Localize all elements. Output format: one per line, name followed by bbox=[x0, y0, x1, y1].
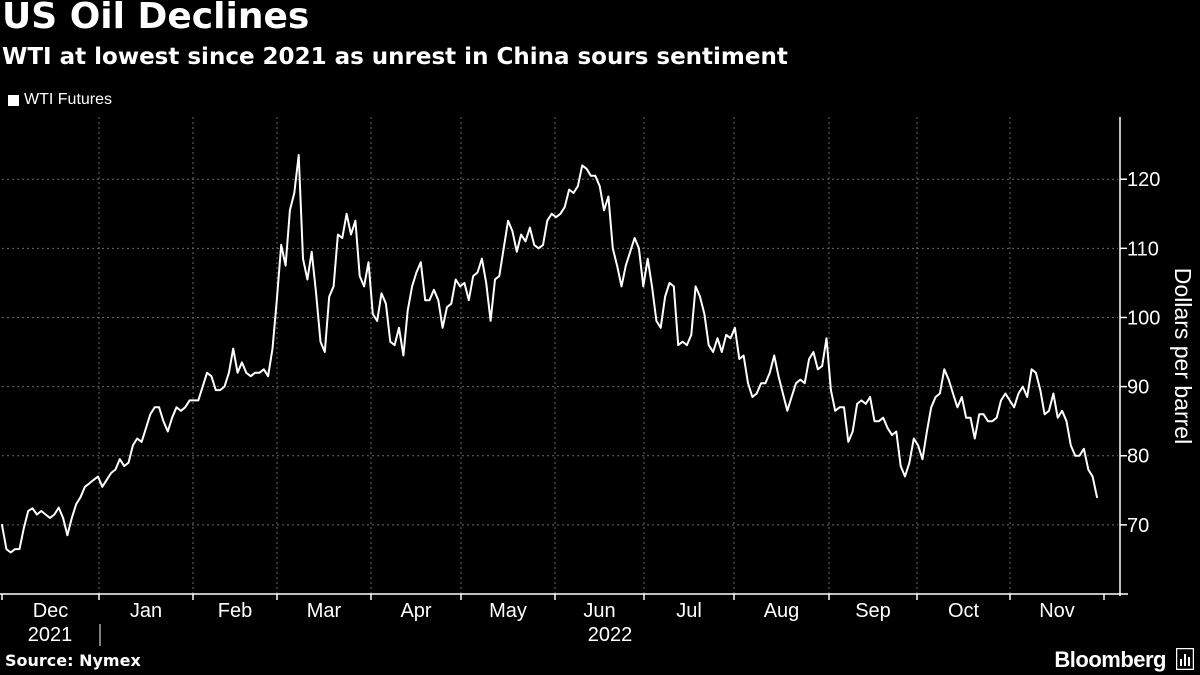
y-tick-label: 70 bbox=[1127, 515, 1149, 537]
x-tick-label: Jan bbox=[130, 600, 162, 622]
x-tick-label: Oct bbox=[948, 600, 980, 622]
series-line-wti-futures bbox=[1, 154, 1098, 554]
x-tick-label: Aug bbox=[764, 600, 800, 622]
chart-subtitle: WTI at lowest since 2021 as unrest in Ch… bbox=[2, 44, 788, 70]
year-label: 2022 bbox=[588, 624, 633, 646]
legend: WTI Futures bbox=[8, 91, 112, 109]
x-tick-label: Jul bbox=[676, 600, 702, 622]
y-tick-label: 100 bbox=[1127, 307, 1160, 329]
y-tick-label: 90 bbox=[1127, 377, 1149, 399]
x-tick-label: Sep bbox=[855, 600, 891, 622]
y-axis-label: Dollars per barrel bbox=[1170, 268, 1196, 444]
y-tick-label: 110 bbox=[1127, 238, 1159, 260]
bloomberg-logo: Bloomberg bbox=[1054, 647, 1166, 672]
y-tick-label: 80 bbox=[1127, 446, 1149, 468]
legend-swatch bbox=[8, 94, 19, 106]
chart-title: US Oil Declines bbox=[2, 0, 310, 37]
source-note: Source: Nymex bbox=[5, 651, 141, 670]
legend-label: WTI Futures bbox=[24, 91, 113, 108]
x-tick-label: Dec bbox=[33, 600, 69, 622]
x-tick-label: Apr bbox=[400, 600, 431, 622]
bloomberg-terminal-icon bbox=[1176, 648, 1194, 670]
x-tick-label: Jun bbox=[583, 600, 615, 622]
y-tick-label: 120 bbox=[1127, 169, 1160, 191]
year-label: 2021 bbox=[28, 624, 73, 646]
x-tick-label: Feb bbox=[218, 600, 252, 622]
x-tick-label: Mar bbox=[307, 600, 342, 622]
x-tick-label: Nov bbox=[1039, 600, 1075, 622]
x-tick-label: May bbox=[489, 600, 527, 622]
